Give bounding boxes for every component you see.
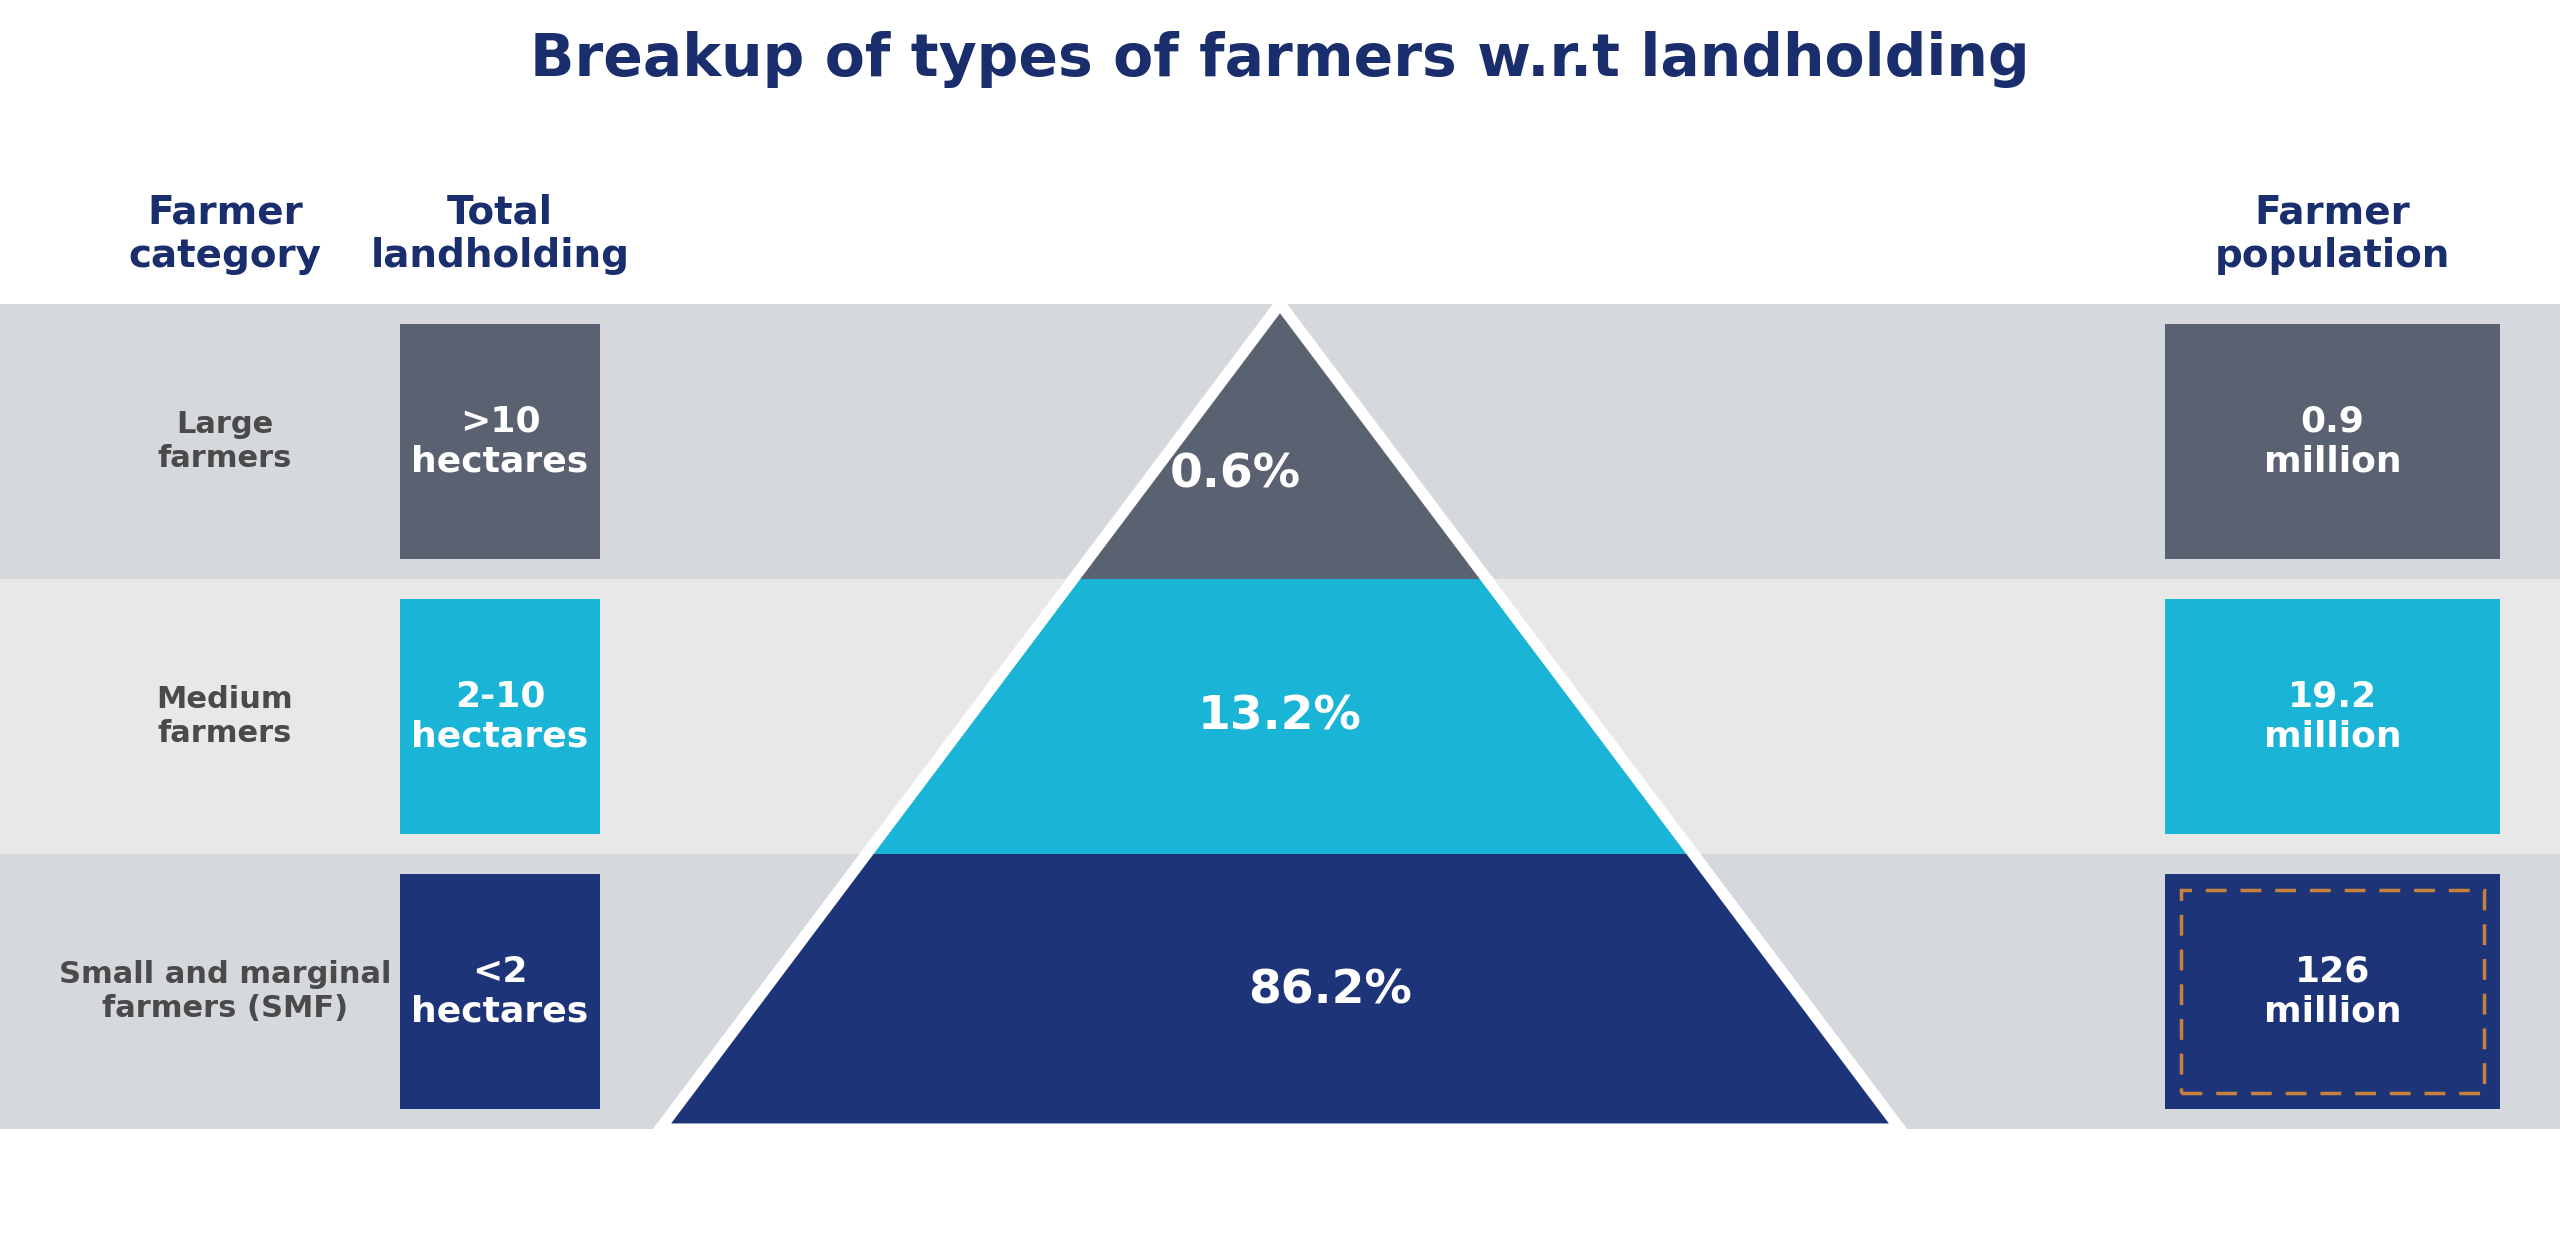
Polygon shape (660, 853, 1900, 1130)
Text: Farmer
category: Farmer category (128, 193, 323, 275)
Text: 126
million: 126 million (2263, 955, 2401, 1029)
Text: 86.2%: 86.2% (1249, 969, 1413, 1014)
Bar (0, 853, 2560, 1130)
Polygon shape (660, 853, 1900, 1130)
Bar (2166, 323, 2501, 559)
Text: <2
hectares: <2 hectares (412, 955, 589, 1029)
Text: Medium
farmers: Medium farmers (156, 685, 294, 748)
Bar (399, 875, 599, 1108)
Text: Small and marginal
farmers (SMF): Small and marginal farmers (SMF) (59, 960, 392, 1023)
Text: Large
farmers: Large farmers (159, 411, 292, 473)
Polygon shape (868, 578, 1692, 853)
Polygon shape (1073, 304, 1487, 578)
Text: Breakup of types of farmers w.r.t landholding: Breakup of types of farmers w.r.t landho… (530, 31, 2030, 87)
Bar (2166, 600, 2501, 833)
Text: 0.9
million: 0.9 million (2263, 404, 2401, 478)
Bar (399, 600, 599, 833)
Bar (399, 323, 599, 559)
Text: Farmer
population: Farmer population (2214, 193, 2450, 275)
Bar (2181, 889, 2483, 1093)
Text: >10
hectares: >10 hectares (412, 404, 589, 478)
Polygon shape (868, 578, 1692, 853)
Text: 0.6%: 0.6% (1170, 452, 1300, 498)
Text: Total
landholding: Total landholding (371, 193, 630, 275)
Polygon shape (1073, 304, 1487, 578)
Text: 2-10
hectares: 2-10 hectares (412, 679, 589, 753)
Bar (2166, 875, 2501, 1108)
Bar (0, 304, 2560, 578)
Text: 13.2%: 13.2% (1198, 694, 1362, 739)
Text: 19.2
million: 19.2 million (2263, 679, 2401, 753)
Bar (0, 578, 2560, 853)
